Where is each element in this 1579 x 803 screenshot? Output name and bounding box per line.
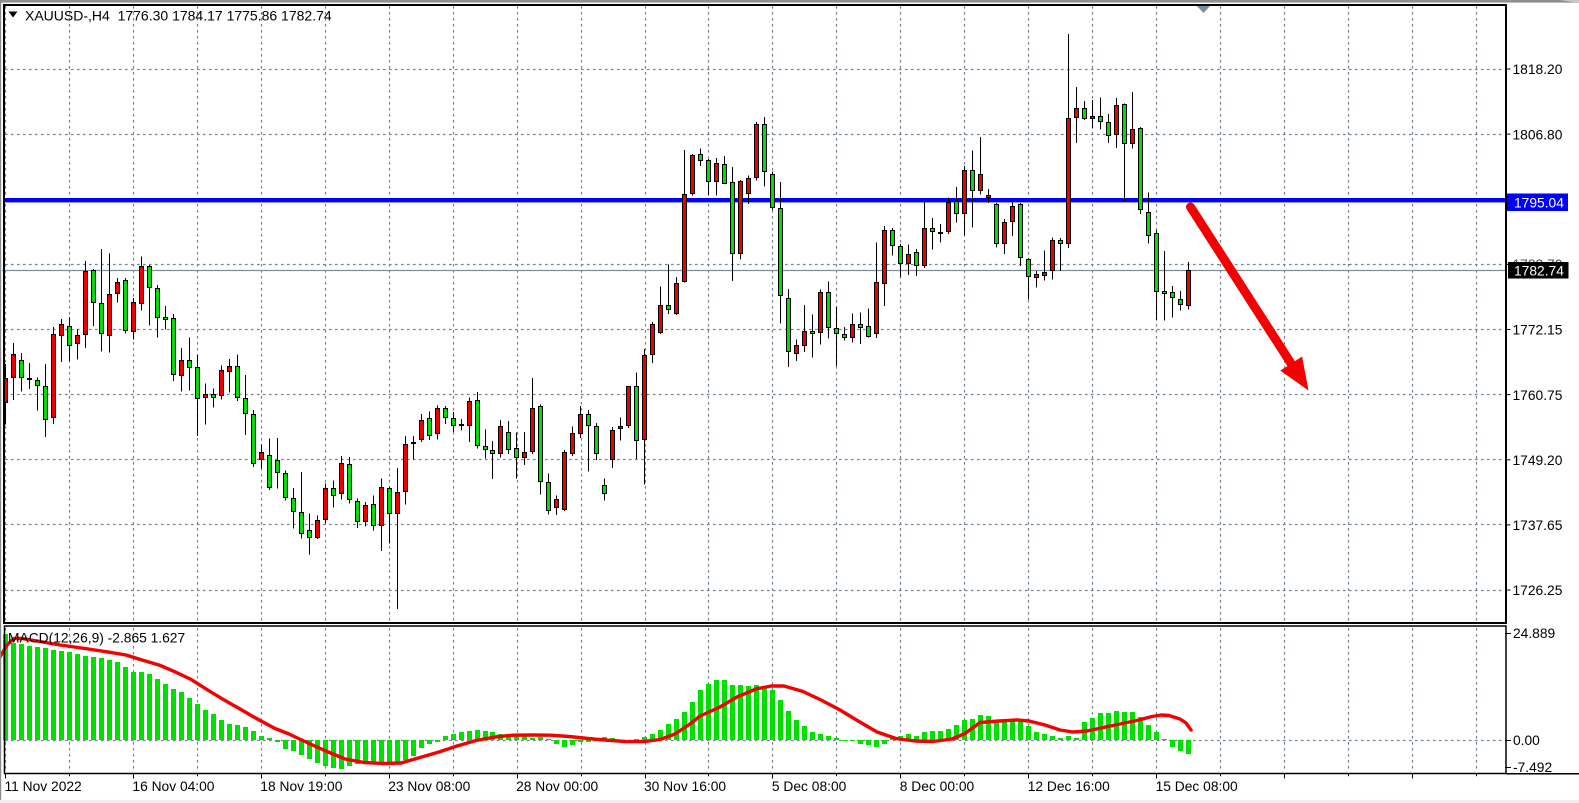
svg-text:30 Nov 16:00: 30 Nov 16:00 xyxy=(644,779,726,794)
svg-text:XAUUSD-,H4 1776.30 1784.17 17: XAUUSD-,H4 1776.30 1784.17 1775.86 1782.… xyxy=(25,8,332,24)
svg-text:-7.492: -7.492 xyxy=(1513,760,1552,775)
svg-text:15 Dec 08:00: 15 Dec 08:00 xyxy=(1156,779,1238,794)
svg-text:MACD(12,26,9) -2.865 1.627: MACD(12,26,9) -2.865 1.627 xyxy=(8,631,185,646)
svg-text:28 Nov 00:00: 28 Nov 00:00 xyxy=(516,779,598,794)
svg-text:1782.74: 1782.74 xyxy=(1514,263,1564,278)
svg-text:1795.04: 1795.04 xyxy=(1514,196,1564,211)
svg-text:8 Dec 00:00: 8 Dec 00:00 xyxy=(900,779,975,794)
svg-text:23 Nov 08:00: 23 Nov 08:00 xyxy=(388,779,470,794)
svg-text:1760.75: 1760.75 xyxy=(1513,388,1563,403)
svg-text:1772.15: 1772.15 xyxy=(1513,323,1563,338)
svg-text:1818.20: 1818.20 xyxy=(1513,62,1563,77)
svg-text:18 Nov 19:00: 18 Nov 19:00 xyxy=(260,779,342,794)
svg-text:5 Dec 08:00: 5 Dec 08:00 xyxy=(772,779,847,794)
svg-text:1737.65: 1737.65 xyxy=(1513,518,1563,533)
svg-text:1749.20: 1749.20 xyxy=(1513,453,1563,468)
svg-text:11 Nov 2022: 11 Nov 2022 xyxy=(5,779,82,794)
svg-text:0.00: 0.00 xyxy=(1513,733,1540,748)
svg-text:24.889: 24.889 xyxy=(1513,626,1556,641)
svg-text:12 Dec 16:00: 12 Dec 16:00 xyxy=(1028,779,1110,794)
svg-text:1726.25: 1726.25 xyxy=(1513,583,1563,598)
svg-text:16 Nov 04:00: 16 Nov 04:00 xyxy=(132,779,214,794)
svg-text:1806.80: 1806.80 xyxy=(1513,127,1563,142)
